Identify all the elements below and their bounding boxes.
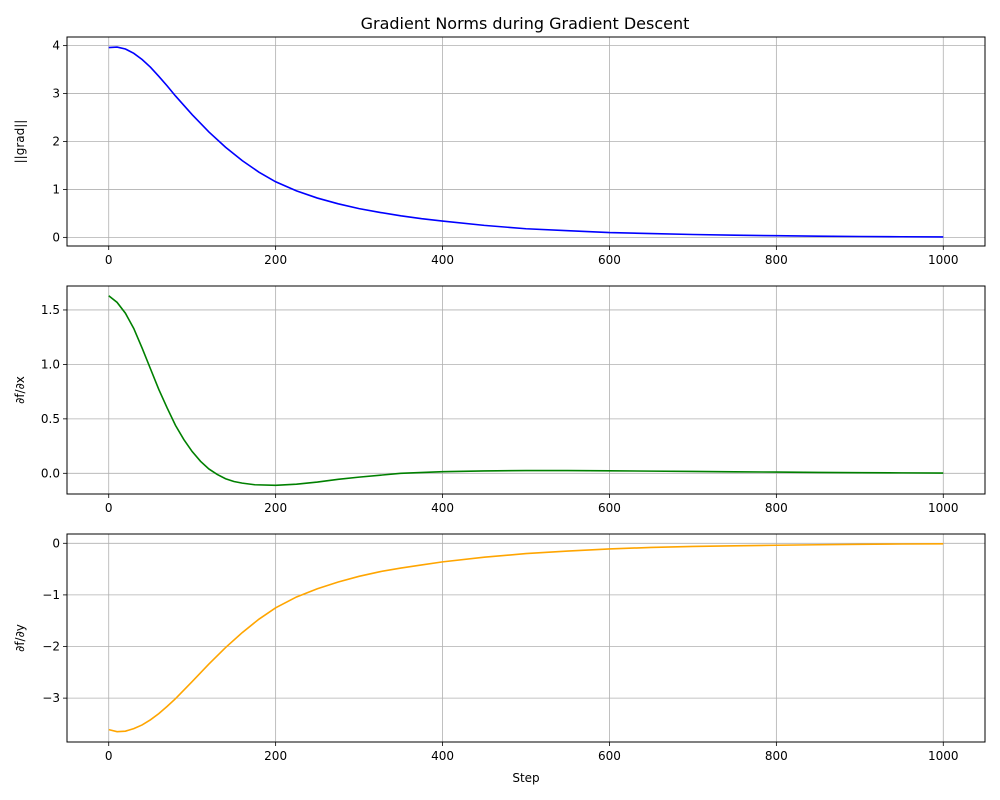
y-tick-label: −3 <box>42 691 60 705</box>
x-tick-label: 1000 <box>928 749 959 763</box>
y-tick-label: 4 <box>52 39 60 53</box>
plot-frame <box>66 533 986 743</box>
y-tick-label: 1.0 <box>41 357 60 371</box>
y-axis-label: ||grad|| <box>13 120 27 164</box>
x-tick-label: 800 <box>765 749 788 763</box>
x-axis-label: Step <box>512 771 539 785</box>
subplot-df-dy: 0 200 400 600 800 1000 −3 −2 −1 0 ∂f/∂y Step <box>13 533 986 785</box>
series-line-df-dx <box>108 295 944 487</box>
x-tick-label: 1000 <box>928 501 959 515</box>
plot-frame <box>66 285 986 495</box>
y-tick-label: −2 <box>42 640 60 654</box>
y-tick-label: 0 <box>52 536 60 550</box>
y-tick-label: 3 <box>52 87 60 101</box>
y-tick-label: 2 <box>52 135 60 149</box>
y-axis-label: ∂f/∂y <box>13 624 27 652</box>
x-tick-label: 600 <box>598 501 621 515</box>
y-tick-label: 1 <box>52 182 60 196</box>
y-tick-label: 0 <box>52 230 60 244</box>
x-tick-label: 800 <box>765 501 788 515</box>
x-tick-label: 600 <box>598 253 621 267</box>
x-tick-label: 200 <box>264 253 287 267</box>
y-tick-label: 1.5 <box>41 303 60 317</box>
y-tick-label: 0.5 <box>41 412 60 426</box>
x-tick-label: 1000 <box>928 253 959 267</box>
x-tick-label: 600 <box>598 749 621 763</box>
y-axis-label: ∂f/∂x <box>13 376 27 404</box>
x-tick-label: 0 <box>105 501 113 515</box>
x-tick-label: 200 <box>264 501 287 515</box>
x-tick-label: 400 <box>431 253 454 267</box>
x-tick-label: 0 <box>105 749 113 763</box>
x-tick-label: 400 <box>431 501 454 515</box>
subplot-df-dx: 0 200 400 600 800 1000 0.0 0.5 1.0 1.5 ∂f/∂x <box>13 285 986 515</box>
subplots: 0 200 400 600 800 1000 0 1 2 3 4 ||grad|| 0 200 400 600… <box>13 36 986 785</box>
x-tick-label: 200 <box>264 749 287 763</box>
x-tick-label: 800 <box>765 253 788 267</box>
x-tick-label: 0 <box>105 253 113 267</box>
chart-title: Gradient Norms during Gradient Descent <box>361 14 690 33</box>
y-tick-label: −1 <box>42 588 60 602</box>
series-line-df-dy <box>108 543 944 733</box>
subplot-grad-norm: 0 200 400 600 800 1000 0 1 2 3 4 ||grad|| <box>13 36 986 267</box>
series-line-grad-norm <box>108 46 944 238</box>
x-tick-label: 400 <box>431 749 454 763</box>
y-tick-label: 0.0 <box>41 466 60 480</box>
